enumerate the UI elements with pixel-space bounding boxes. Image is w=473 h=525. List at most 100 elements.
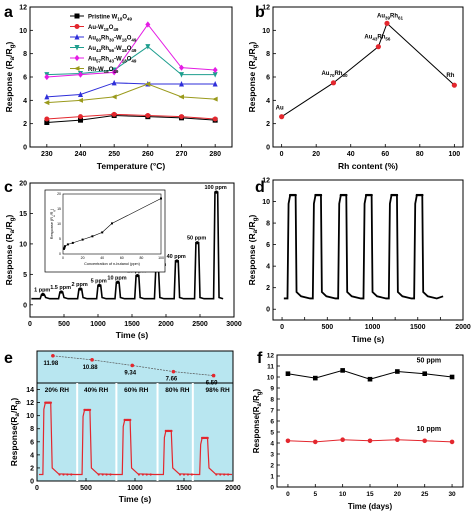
y-tick-label: 4 (30, 452, 34, 459)
x-tick-label: 500 (80, 485, 92, 492)
x-tick-label: 2500 (192, 321, 208, 328)
data-point (179, 114, 184, 120)
y-tick-label: 0 (270, 485, 274, 492)
series-label: 10 ppm (417, 426, 442, 433)
label-part: Au (364, 35, 372, 41)
data-point (145, 21, 151, 28)
data-point (111, 69, 117, 76)
pulse-label: 1 ppm (34, 287, 50, 293)
baseline-point (145, 473, 148, 476)
response-curve (283, 194, 444, 300)
data-point (422, 371, 428, 376)
panel-letter: d (255, 179, 265, 196)
data-point (77, 97, 83, 103)
legend-label: Au57Rh43-W18O49 (88, 57, 137, 64)
y-axis-label: Response(Ra/Rg) (252, 388, 263, 453)
series-line (46, 83, 216, 104)
y-tick-label: 4 (270, 441, 274, 448)
label-part: ) (247, 41, 257, 44)
label-part: g (9, 44, 16, 48)
label-part: 18 (122, 38, 128, 43)
humidity-label: 40% RH (84, 387, 109, 394)
series-line (46, 46, 216, 76)
point-label: Au43Rh56 (364, 35, 391, 42)
inset-point (66, 243, 69, 246)
label-part: 49 (131, 48, 137, 53)
data-point (179, 81, 184, 87)
data-point (43, 100, 50, 106)
data-point (212, 96, 218, 102)
label-part: Rh (101, 46, 109, 52)
x-tick-label: 500 (321, 324, 333, 331)
label-part: 49 (131, 59, 137, 64)
x-tick-label: 230 (41, 151, 53, 158)
y-axis-label: Response (Ra/Rg) (4, 41, 16, 112)
y-tick-label: 12 (19, 5, 27, 12)
label-part: /R (247, 221, 257, 230)
legend-label: Au43Rh56-W18O49 (88, 46, 137, 53)
peak-point (395, 193, 399, 197)
legend-marker (74, 34, 80, 40)
plot-frame (272, 6, 464, 148)
data-point (78, 117, 83, 123)
data-point (78, 91, 83, 97)
x-tick-label: 1500 (176, 485, 192, 492)
panel-letter: c (4, 179, 13, 196)
pulse-label: 40 ppm (167, 254, 186, 260)
label-part: 39 (385, 15, 391, 20)
label-part: 30 (342, 73, 348, 78)
label-part: Response (R (4, 60, 14, 112)
legend-marker (74, 66, 80, 71)
y-tick-label: 8 (23, 51, 27, 58)
label-part: 49 (113, 69, 119, 74)
label-part: /R (247, 48, 257, 57)
peak-point (88, 408, 92, 412)
inset-x-tick-label: 20 (81, 256, 85, 260)
inset-x-tick-label: 60 (120, 256, 124, 260)
baseline-point (219, 473, 222, 476)
label-part: Rh-W (88, 67, 104, 73)
pulse-peak (78, 287, 82, 291)
label-part: ) (4, 41, 14, 44)
label-part: a (9, 56, 16, 60)
humidity-label: 80% RH (165, 387, 190, 394)
x-tick-label: 5 (313, 491, 317, 498)
label-part: Au (88, 57, 96, 63)
baseline-point (97, 473, 100, 476)
label-part: /R (252, 395, 261, 403)
data-point (44, 120, 50, 125)
label-part: ) (50, 208, 54, 210)
y-tick-label: 12 (262, 5, 270, 12)
x-tick-label: 25 (421, 491, 429, 498)
label-part: Rh (446, 73, 454, 79)
legend-marker (74, 54, 80, 62)
label-part: g (252, 217, 259, 221)
label-part: ) (252, 388, 261, 391)
pulse-label: 5 ppm (91, 278, 107, 284)
label-part: 18 (122, 48, 128, 53)
label-part: Au (88, 36, 96, 42)
summary-point (51, 354, 55, 358)
data-point (367, 438, 373, 444)
chart-d: 0 500 1000 1500 2000 0 2 4 6 8 10 12 Time (s) Respons… (247, 178, 471, 345)
response-curve (31, 191, 224, 300)
y-tick-label: 1 (270, 474, 274, 481)
x-tick-label: 1000 (90, 321, 106, 328)
label-part: Au (377, 13, 385, 19)
inset-y-tick-label: 15 (57, 207, 61, 211)
label-part: /R (4, 221, 14, 230)
x-axis-label: Rh content (%) (338, 161, 398, 171)
label-part: 18 (122, 59, 128, 64)
inset-point (63, 246, 66, 249)
baseline-point (70, 473, 73, 476)
legend-label: Rh-W18O49 (88, 67, 119, 74)
panel-letter: b (255, 4, 265, 21)
y-tick-label: 12 (267, 353, 275, 360)
baseline-point (101, 473, 104, 476)
baseline-point (109, 473, 112, 476)
label-part: ) (4, 214, 14, 217)
data-point (145, 44, 151, 50)
label-part: 18 (104, 27, 110, 32)
label-part: 60 (96, 38, 102, 43)
summary-point (90, 358, 94, 362)
